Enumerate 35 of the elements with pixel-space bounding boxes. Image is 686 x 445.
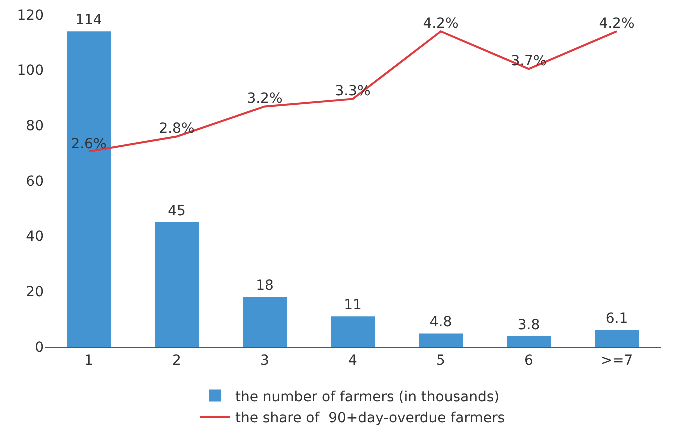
x-tick-label: 5 bbox=[436, 352, 446, 369]
bar bbox=[595, 330, 639, 347]
bar bbox=[419, 334, 463, 347]
bar bbox=[67, 32, 111, 347]
x-tick-label: 2 bbox=[172, 352, 182, 369]
x-tick-label: 4 bbox=[348, 352, 358, 369]
y-tick-label: 100 bbox=[17, 63, 44, 80]
bar bbox=[155, 222, 199, 347]
y-tick-label: 20 bbox=[26, 284, 44, 301]
y-tick-label: 120 bbox=[17, 8, 44, 24]
y-tick-label: 40 bbox=[26, 229, 44, 246]
x-tick-label: >=7 bbox=[600, 352, 634, 369]
data-label: 4.2% bbox=[423, 16, 459, 32]
legend-label: the share of 90+day-overdue farmers bbox=[236, 410, 506, 426]
legend-label: the number of farmers (in thousands) bbox=[236, 389, 500, 406]
bar bbox=[331, 316, 375, 347]
bar bbox=[243, 297, 287, 347]
data-label: 4.2% bbox=[599, 16, 635, 32]
data-label: 2.6% bbox=[71, 136, 107, 152]
bar bbox=[507, 336, 551, 347]
x-tick-label: 1 bbox=[84, 352, 94, 369]
data-label: 6.1 bbox=[606, 311, 628, 328]
data-label: 3.8 bbox=[518, 317, 540, 334]
y-tick-label: 60 bbox=[26, 174, 44, 190]
data-label: 3.2% bbox=[247, 91, 283, 108]
data-label: 114 bbox=[76, 12, 102, 29]
data-label: 4.8 bbox=[430, 314, 452, 331]
y-tick-label: 0 bbox=[35, 340, 44, 356]
x-tick-label: 6 bbox=[524, 352, 534, 369]
data-label: 2.8% bbox=[159, 121, 195, 138]
data-label: 45 bbox=[168, 204, 186, 220]
data-label: 11 bbox=[344, 298, 362, 314]
data-label: 18 bbox=[256, 278, 274, 294]
y-tick-label: 80 bbox=[26, 118, 44, 135]
x-tick-label: 3 bbox=[260, 352, 270, 369]
